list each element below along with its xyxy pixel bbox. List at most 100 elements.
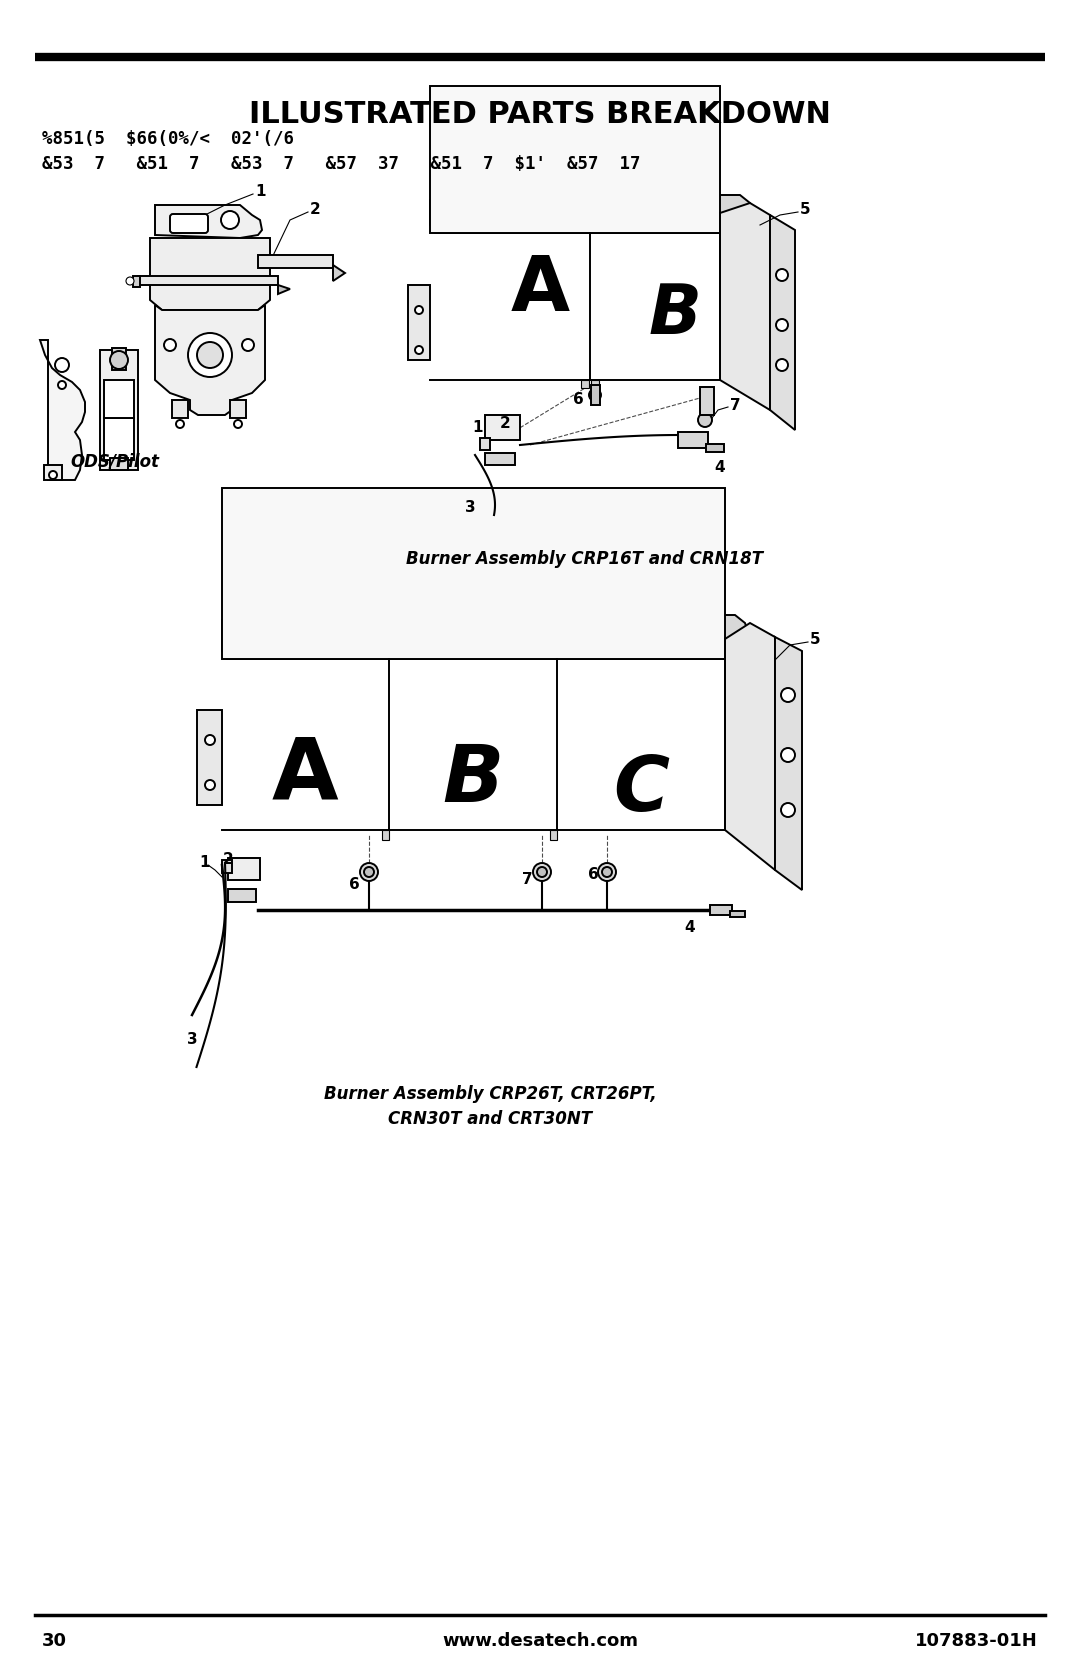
Text: ILLUSTRATED PARTS BREAKDOWN: ILLUSTRATED PARTS BREAKDOWN	[249, 100, 831, 129]
Circle shape	[777, 269, 788, 280]
Circle shape	[781, 688, 795, 703]
Circle shape	[589, 389, 600, 401]
Circle shape	[781, 803, 795, 818]
Bar	[44, 466, 62, 481]
Circle shape	[164, 339, 176, 350]
Polygon shape	[197, 709, 222, 804]
Text: Burner Assembly CRP26T, CRT26PT,
CRN30T and CRT30NT: Burner Assembly CRP26T, CRT26PT, CRN30T …	[324, 1085, 657, 1128]
Text: 7: 7	[730, 397, 741, 412]
Circle shape	[205, 734, 215, 744]
Circle shape	[58, 381, 66, 389]
Polygon shape	[720, 204, 770, 411]
Circle shape	[234, 421, 242, 427]
Polygon shape	[770, 215, 795, 431]
Text: 5: 5	[810, 633, 821, 648]
Circle shape	[777, 359, 788, 371]
Circle shape	[176, 421, 184, 427]
Circle shape	[415, 345, 423, 354]
Text: 4: 4	[715, 461, 726, 476]
Circle shape	[49, 471, 57, 479]
Polygon shape	[725, 623, 775, 870]
Text: 6: 6	[349, 878, 360, 893]
Bar	[591, 381, 599, 387]
Bar	[172, 401, 188, 417]
Text: B: B	[443, 741, 503, 819]
Polygon shape	[278, 285, 291, 294]
Bar	[480, 437, 490, 451]
Polygon shape	[333, 265, 345, 280]
Circle shape	[777, 319, 788, 330]
Text: 2: 2	[500, 416, 511, 431]
Text: 3: 3	[464, 501, 475, 516]
Text: www.desatech.com: www.desatech.com	[442, 1632, 638, 1651]
FancyBboxPatch shape	[170, 214, 208, 234]
Text: Burner Assembly CRP16T and CRN18T: Burner Assembly CRP16T and CRN18T	[406, 551, 764, 567]
Text: ODS/Pilot: ODS/Pilot	[70, 452, 160, 471]
Text: 6: 6	[572, 392, 583, 407]
Polygon shape	[430, 195, 755, 234]
Bar	[228, 858, 260, 880]
Bar	[100, 350, 138, 471]
Circle shape	[55, 357, 69, 372]
Bar	[706, 444, 724, 452]
Circle shape	[188, 334, 232, 377]
Polygon shape	[408, 285, 430, 361]
Circle shape	[360, 863, 378, 881]
Text: 2: 2	[310, 202, 321, 217]
Text: 2: 2	[222, 853, 233, 868]
Text: C: C	[613, 753, 669, 828]
Polygon shape	[40, 340, 85, 481]
Circle shape	[197, 342, 222, 367]
Bar	[228, 890, 256, 901]
Circle shape	[364, 866, 374, 876]
Bar	[110, 457, 129, 471]
Circle shape	[242, 339, 254, 350]
Circle shape	[598, 863, 616, 881]
Text: 1: 1	[255, 185, 266, 200]
Circle shape	[415, 305, 423, 314]
Circle shape	[602, 866, 612, 876]
Bar	[382, 829, 389, 840]
Bar	[710, 905, 732, 915]
Bar	[430, 87, 720, 234]
Circle shape	[126, 277, 134, 285]
Polygon shape	[775, 638, 802, 890]
Bar	[550, 829, 557, 840]
Bar	[485, 452, 515, 466]
Text: A: A	[272, 733, 338, 816]
Circle shape	[534, 863, 551, 881]
Bar	[104, 381, 134, 417]
Circle shape	[221, 210, 239, 229]
Bar	[591, 386, 600, 406]
Bar	[678, 432, 708, 447]
Circle shape	[205, 779, 215, 789]
Circle shape	[781, 748, 795, 763]
Text: 107883-01H: 107883-01H	[915, 1632, 1038, 1651]
Text: &53  7   &51  7   &53  7   &57  37   &51  7  $1'  &57  17: &53 7 &51 7 &53 7 &57 37 &51 7 $1' &57 1…	[42, 155, 640, 174]
Bar	[258, 255, 333, 269]
Text: %851(5  $66(0%/<  02'(/6: %851(5 $66(0%/< 02'(/6	[42, 130, 294, 149]
Polygon shape	[156, 305, 265, 416]
Polygon shape	[150, 239, 270, 310]
Text: 1: 1	[473, 421, 483, 436]
Bar	[485, 416, 519, 441]
Bar	[138, 275, 278, 285]
Bar	[730, 911, 745, 916]
Bar	[230, 401, 246, 417]
Circle shape	[537, 866, 546, 876]
Bar	[222, 860, 232, 873]
Bar	[700, 387, 714, 416]
Bar	[112, 349, 126, 371]
Text: 3: 3	[187, 1033, 198, 1048]
Bar	[222, 487, 725, 659]
Text: 1: 1	[200, 856, 211, 871]
Text: 30: 30	[42, 1632, 67, 1651]
Bar	[581, 381, 589, 387]
Text: B: B	[648, 282, 702, 349]
Polygon shape	[156, 205, 262, 239]
Text: 6: 6	[588, 868, 598, 883]
Circle shape	[698, 412, 712, 427]
Bar	[104, 417, 134, 461]
Polygon shape	[222, 614, 750, 659]
Bar	[133, 275, 140, 287]
